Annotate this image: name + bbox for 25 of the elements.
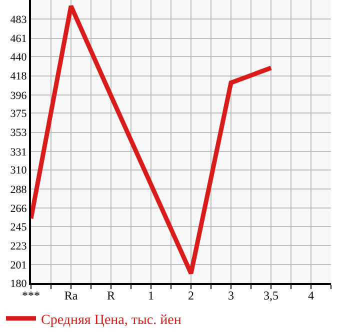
y-tick-label: 288	[10, 184, 28, 196]
y-tick-label: 396	[10, 90, 28, 102]
y-tick-label: 180	[10, 278, 28, 290]
y-tick-label: 331	[10, 146, 27, 158]
y-tick-label: 223	[10, 240, 28, 252]
x-tick-label: 2	[188, 288, 194, 302]
x-tick-label: 3	[228, 288, 234, 302]
x-tick-label: 4	[308, 288, 314, 302]
x-tick-label: ***	[22, 288, 40, 302]
y-tick-label: 266	[10, 202, 28, 215]
y-tick-label: 418	[10, 70, 28, 83]
x-tick-label: 1	[148, 288, 154, 302]
y-tick-label: 201	[10, 260, 27, 272]
y-tick-label: 245	[10, 221, 28, 234]
x-tick-label: R	[106, 288, 116, 302]
y-tick-label: 440	[10, 51, 28, 64]
x-tick-label: 3,5	[264, 288, 278, 302]
y-tick-label: 353	[10, 127, 28, 140]
y-tick-label: 375	[10, 108, 28, 120]
line-series	[31, 4, 274, 276]
x-tick-label: Ra	[64, 288, 78, 302]
y-tick-label: 461	[10, 33, 27, 46]
y-tick-label: 483	[10, 14, 28, 26]
y-tick-label: 310	[10, 164, 28, 177]
legend-label: Средняя Цена, тыс. йен	[41, 312, 182, 328]
